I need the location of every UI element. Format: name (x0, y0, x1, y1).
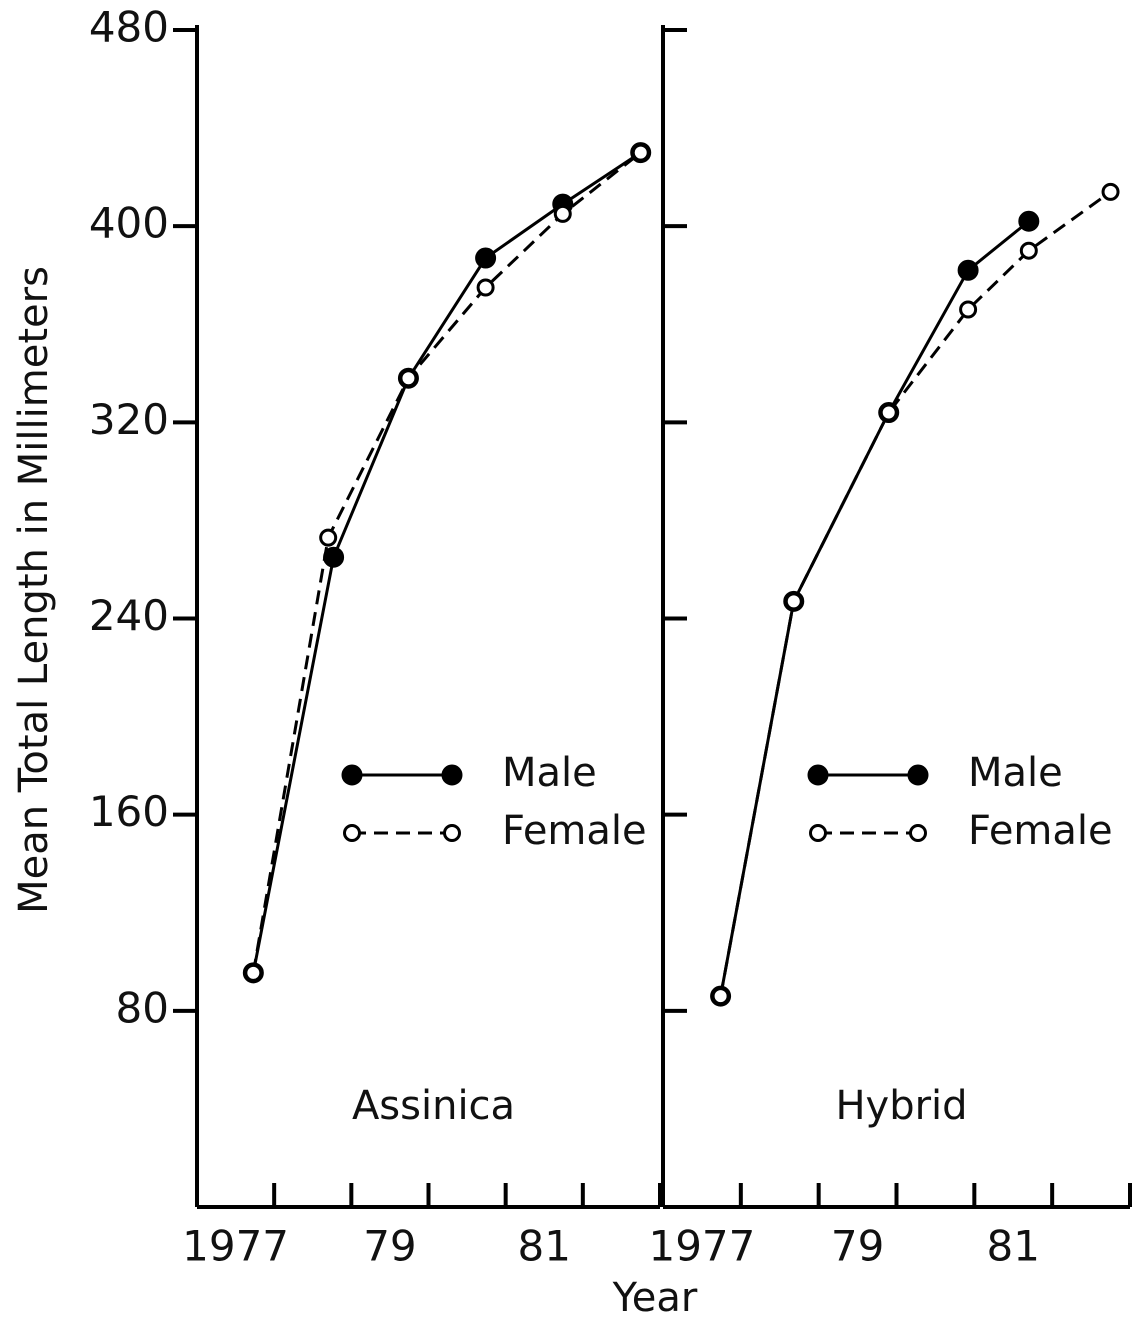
marker (957, 259, 979, 281)
x-axis-label: Year (612, 1275, 698, 1321)
legend-marker (343, 824, 361, 842)
x-tick-label: 81 (518, 1222, 571, 1271)
series-line (719, 220, 1030, 997)
legend-marker (807, 764, 829, 786)
legend-marker (441, 764, 463, 786)
series-line (251, 151, 642, 974)
marker (1018, 210, 1040, 232)
marker (711, 987, 730, 1006)
marker (959, 300, 978, 319)
x-tick-label: 79 (363, 1222, 416, 1271)
y-tick-label: 80 (116, 983, 169, 1032)
y-tick-label: 240 (89, 591, 169, 640)
marker (319, 528, 338, 547)
legend-label: Female (502, 808, 647, 854)
x-tick-label: 79 (831, 1222, 884, 1271)
marker (476, 278, 495, 297)
legend-marker (341, 764, 363, 786)
marker (399, 369, 418, 388)
legend-marker (907, 764, 929, 786)
legend-label: Male (968, 750, 1063, 796)
x-tick-label: 81 (987, 1222, 1040, 1271)
legend-marker (443, 824, 461, 842)
y-tick-label: 480 (89, 3, 169, 52)
x-tick-label: 1977 (648, 1222, 755, 1271)
marker (553, 204, 572, 223)
marker (631, 143, 650, 162)
x-tick-label: 1977 (182, 1222, 289, 1271)
marker (475, 247, 497, 269)
y-tick-label: 400 (89, 199, 169, 248)
marker (879, 403, 898, 422)
panel-title: Assinica (352, 1083, 515, 1129)
y-tick-label: 160 (89, 787, 169, 836)
y-tick-label: 320 (89, 395, 169, 444)
legend-marker (909, 824, 927, 842)
marker (784, 592, 803, 611)
legend-label: Female (968, 808, 1113, 854)
legend-label: Male (502, 750, 597, 796)
legend-marker (809, 824, 827, 842)
marker (1019, 241, 1038, 260)
y-axis-label: Mean Total Length in Millimeters (11, 266, 57, 914)
marker (244, 963, 263, 982)
series-line (251, 151, 642, 974)
marker (1101, 182, 1120, 201)
panel-title: Hybrid (835, 1083, 967, 1129)
series-line (719, 190, 1112, 997)
